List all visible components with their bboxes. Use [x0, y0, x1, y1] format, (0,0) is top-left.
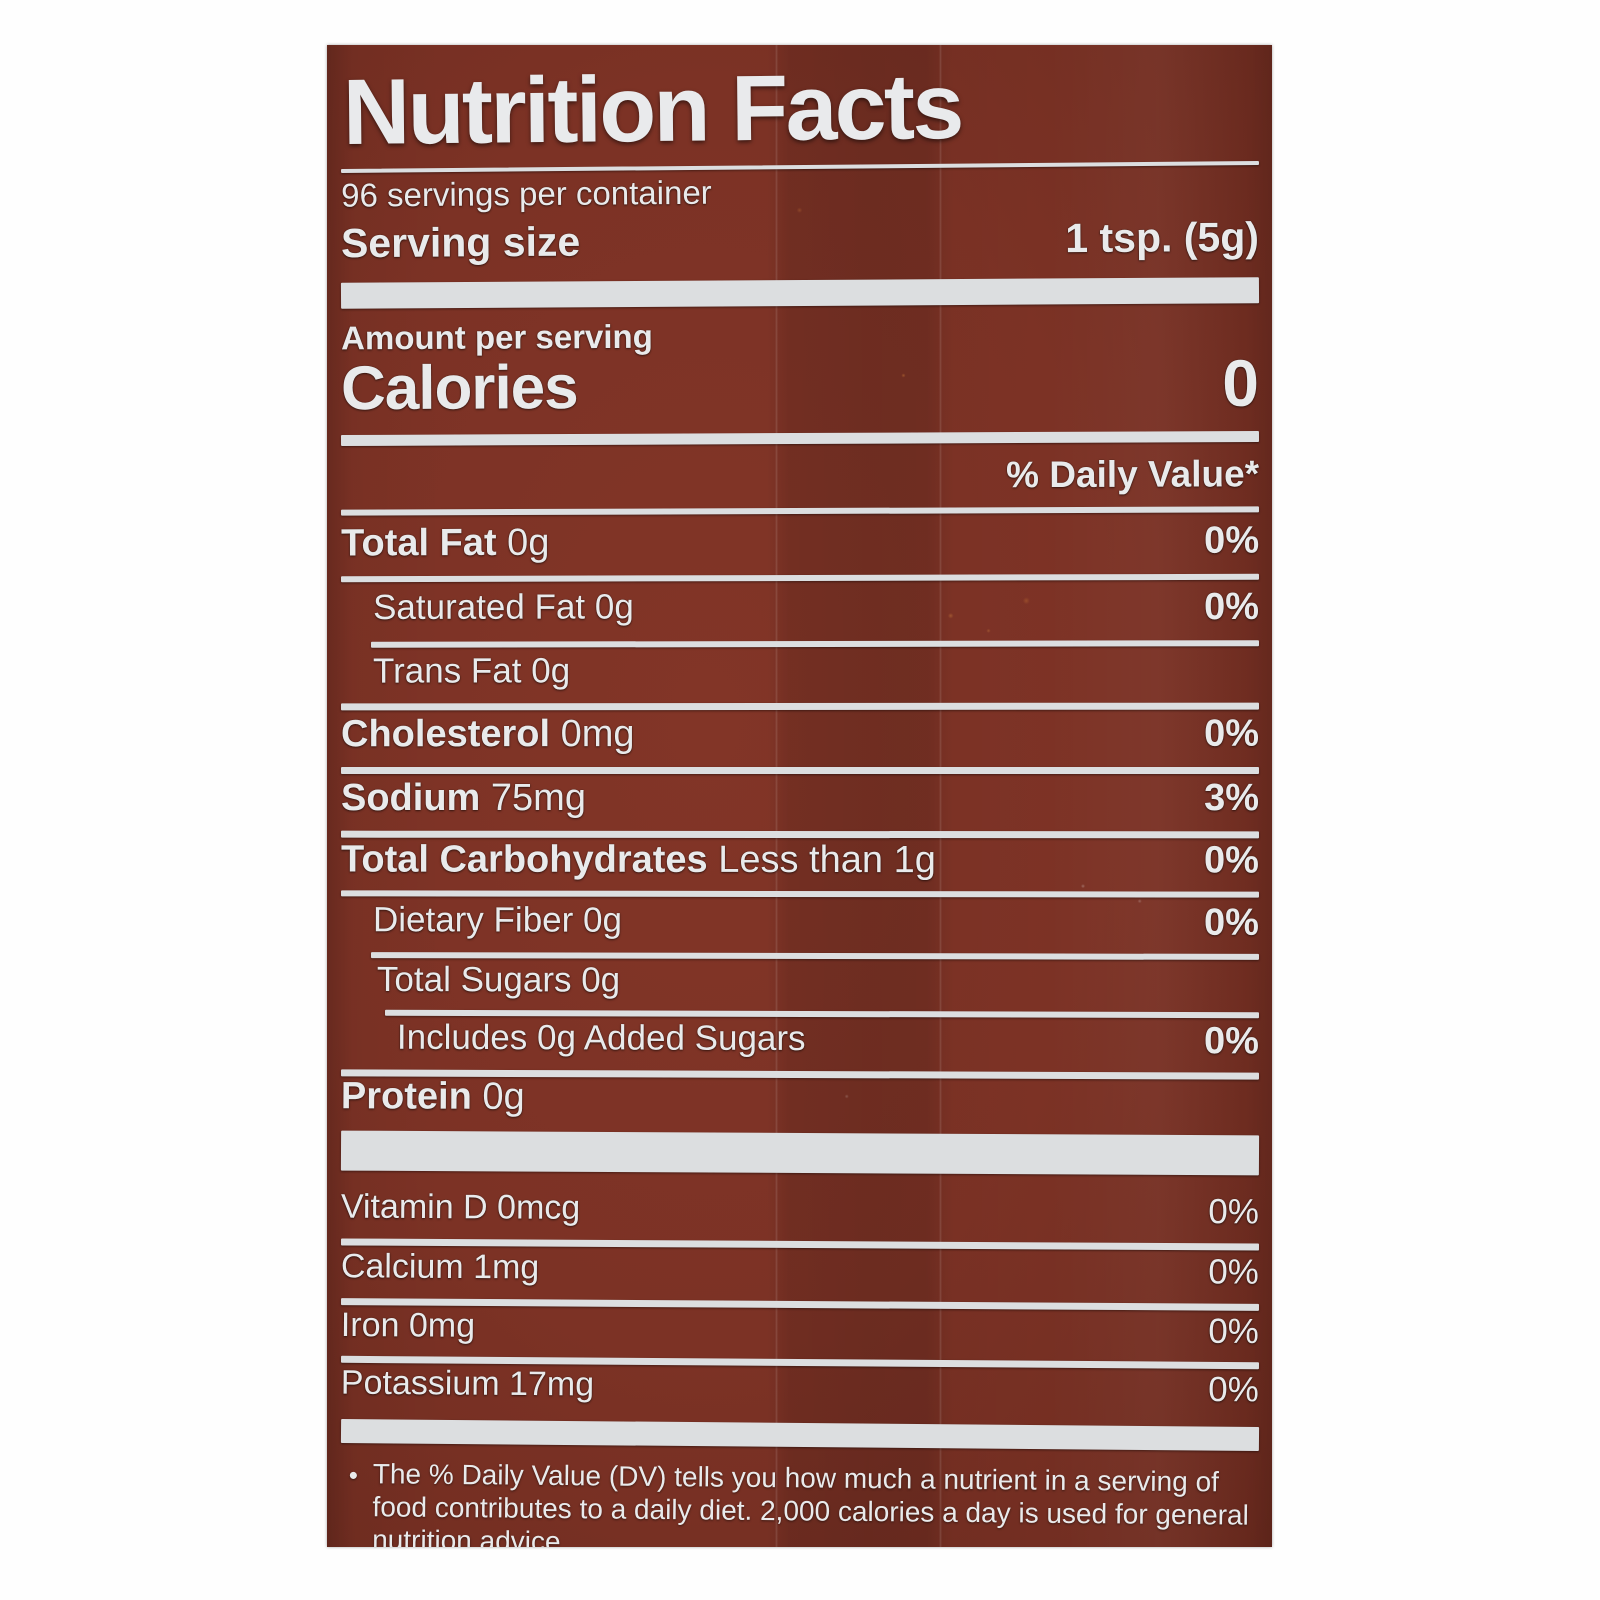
serving-size-value: 1 tsp. (5g) — [1065, 213, 1260, 262]
nutrient-label-protein: Protein 0g — [340, 1075, 525, 1118]
rule-under-dv-header — [340, 506, 1260, 516]
vitamin-dv-potassium: 0% — [1208, 1369, 1259, 1410]
daily-value-header: % Daily Value* — [1006, 453, 1260, 496]
rule-after-total-carbohydrates — [340, 890, 1260, 898]
nutrient-dv-saturated-fat: 0% — [1204, 585, 1260, 629]
footnote-text: The % Daily Value (DV) tells you how muc… — [372, 1458, 1249, 1547]
vitamin-label-iron: Iron 0mg — [340, 1305, 476, 1345]
rule-after-total-fat — [340, 573, 1260, 583]
nutrient-dv-cholesterol: 0% — [1204, 712, 1260, 755]
servings-per-container: 96 servings per container — [341, 173, 712, 214]
rule-after-saturated-fat — [370, 640, 1260, 648]
nutrient-label-total-fat: Total Fat 0g — [341, 521, 550, 565]
nutrient-label-dietary-fiber: Dietary Fiber 0g — [372, 900, 623, 940]
nutrition-facts-panel: Nutrition Facts 96 servings per containe… — [327, 45, 1272, 1547]
nutrient-label-added-sugars: Includes 0g Added Sugars — [396, 1017, 806, 1059]
vitamin-label-potassium: Potassium 17mg — [340, 1363, 595, 1404]
nutrient-row-trans-fat: Trans Fat 0g — [341, 650, 1259, 690]
amount-per-serving-row: Amount per serving — [341, 315, 1259, 357]
rule-after-dietary-fiber — [370, 952, 1260, 960]
calories-row: Calories 0 — [340, 346, 1259, 433]
vitamin-dv-iron: 0% — [1208, 1311, 1259, 1352]
rule-after-sodium — [340, 830, 1260, 839]
rule-thick-before-footnote — [340, 1418, 1260, 1452]
nutrient-row-saturated-fat: Saturated Fat 0g 0% — [341, 586, 1259, 628]
rule-under-calories — [340, 430, 1260, 447]
vitamin-label-calcium: Calcium 1mg — [340, 1247, 540, 1287]
rule-after-calcium — [340, 1298, 1260, 1311]
rule-after-trans-fat — [340, 702, 1260, 711]
nutrient-dv-total-fat: 0% — [1204, 519, 1260, 562]
nutrient-row-total-sugars: Total Sugars 0g — [341, 960, 1259, 1000]
vitamin-label-vitamin-d: Vitamin D 0mcg — [340, 1187, 581, 1227]
nutrient-label-trans-fat: Trans Fat 0g — [373, 651, 571, 691]
nutrient-label-sodium: Sodium 75mg — [341, 777, 586, 819]
nutrient-dv-total-carbohydrates: 0% — [1204, 839, 1259, 882]
nutrient-dv-dietary-fiber: 0% — [1204, 901, 1259, 944]
nutrient-row-total-fat: Total Fat 0g 0% — [341, 520, 1259, 565]
nutrient-label-saturated-fat: Saturated Fat 0g — [373, 587, 634, 627]
page-title: Nutrition Facts — [342, 54, 963, 164]
nutrition-facts-label: Nutrition Facts 96 servings per containe… — [327, 45, 1272, 1547]
rule-thick-after-serving-size — [340, 277, 1260, 309]
calories-label: Calories — [340, 353, 578, 424]
rule-thick-before-vitamins — [340, 1130, 1260, 1176]
footnote-bullet-icon: • — [348, 1459, 359, 1491]
nutrient-row-total-carbohydrates: Total Carbohydrates Less than 1g 0% — [341, 839, 1259, 882]
daily-value-header-row: % Daily Value* — [341, 453, 1259, 495]
calories-value: 0 — [1222, 345, 1260, 420]
nutrient-row-dietary-fiber: Dietary Fiber 0g 0% — [341, 900, 1259, 944]
nutrient-label-cholesterol: Cholesterol 0mg — [341, 713, 635, 756]
nutrient-label-total-sugars: Total Sugars 0g — [376, 959, 621, 1000]
nutrient-row-added-sugars: Includes 0g Added Sugars 0% — [341, 1018, 1259, 1063]
serving-size-row: Serving size 1 tsp. (5g) — [341, 214, 1259, 272]
footnote: • The % Daily Value (DV) tells you how m… — [348, 1457, 1261, 1547]
nutrient-dv-added-sugars: 0% — [1203, 1020, 1259, 1063]
vitamin-dv-vitamin-d: 0% — [1208, 1192, 1259, 1232]
vitamin-dv-calcium: 0% — [1208, 1252, 1259, 1292]
rule-after-total-sugars — [384, 1009, 1260, 1019]
nutrient-dv-sodium: 3% — [1204, 777, 1259, 819]
vitamin-row-vitamin-d: Vitamin D 0mcg 0% — [341, 1188, 1259, 1232]
nutrient-label-total-carbohydrates: Total Carbohydrates Less than 1g — [340, 838, 936, 882]
rule-after-cholesterol — [341, 767, 1259, 774]
serving-size-label: Serving size — [340, 218, 581, 267]
